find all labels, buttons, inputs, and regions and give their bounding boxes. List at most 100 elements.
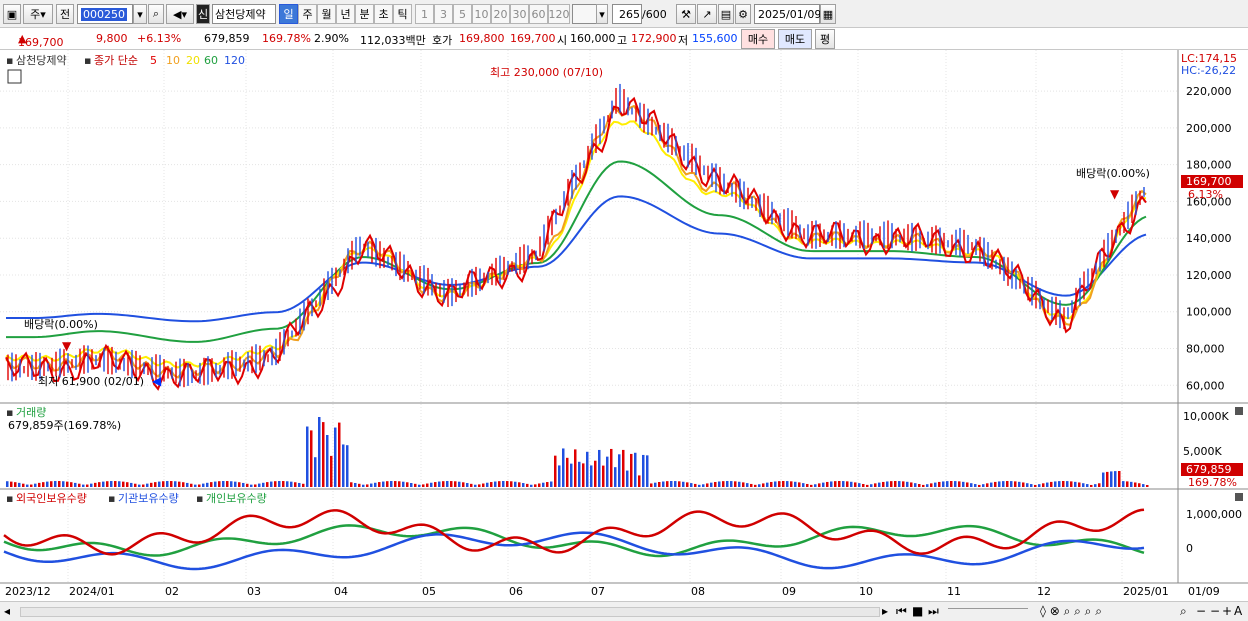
new-badge: 신 — [196, 4, 210, 24]
volume-bar — [310, 430, 313, 487]
volume-bar — [1134, 482, 1137, 487]
volume-bar — [1062, 481, 1065, 487]
volume-bar — [322, 422, 325, 487]
plus-icon[interactable]: + — [1222, 604, 1233, 618]
horizontal-scrollbar[interactable] — [20, 607, 880, 617]
period-tab-3[interactable]: 년 — [336, 4, 355, 24]
volume-bar — [910, 482, 913, 487]
date-input[interactable]: 2025/01/09 — [754, 4, 821, 24]
volume-bar — [1002, 481, 1005, 487]
volume-bar — [918, 484, 921, 487]
volume-bar — [838, 481, 841, 487]
code-dropdown-icon[interactable]: ▾ — [133, 4, 147, 24]
count-input[interactable]: 265 — [612, 4, 642, 24]
volume-bar — [406, 482, 409, 487]
volume-bar — [510, 481, 513, 487]
volume-bar — [578, 461, 581, 487]
price-axis-tick-6: 180,000 — [1186, 159, 1232, 172]
speaker-icon[interactable]: ◀▾ — [166, 4, 194, 24]
volume-bar — [470, 483, 473, 487]
last-icon[interactable]: ⏭ — [928, 604, 939, 618]
interval-tab-10[interactable]: 10 — [472, 4, 491, 24]
volume-bar — [810, 484, 813, 487]
period-tab-0[interactable]: 일 — [279, 4, 298, 24]
interval-tab-3[interactable]: 3 — [434, 4, 453, 24]
font-icon[interactable]: A — [1234, 604, 1243, 618]
volume-bar — [462, 482, 465, 487]
period-tab-6[interactable]: 틱 — [393, 4, 412, 24]
draw-icon[interactable]: ↗ — [697, 4, 717, 24]
volume-bar — [242, 482, 245, 487]
interval-tab-5[interactable]: 5 — [453, 4, 472, 24]
price-axis-tick-2: 100,000 — [1186, 306, 1232, 319]
volume-bar — [658, 482, 661, 487]
volume-bar — [62, 481, 65, 487]
volume-bar — [562, 448, 565, 487]
volume-bar — [694, 483, 697, 487]
calendar-icon[interactable]: ▦ — [820, 4, 836, 24]
volume-axis-10000k: 10,000K — [1183, 410, 1229, 423]
holding-panel-close-icon[interactable] — [1235, 493, 1243, 501]
code-input[interactable]: 000250 — [77, 4, 133, 24]
volume-bar — [726, 481, 729, 487]
volume-bar — [290, 481, 293, 487]
interval-tab-1[interactable]: 1 — [415, 4, 434, 24]
volume-bar — [206, 482, 209, 487]
individual-holding-line — [3, 524, 1145, 558]
tool-icons[interactable]: ◊ ⊗ ⌕ ⌕ ⌕ ⌕ — [1040, 604, 1102, 618]
zoom-out-icon[interactable]: − — [1196, 604, 1207, 618]
period-tab-2[interactable]: 월 — [317, 4, 336, 24]
stock-chart[interactable]: 60,000 80,000 100,000 120,000 140,000 160,000… — [0, 50, 1248, 601]
volume-bar — [614, 467, 617, 487]
volume-bar — [438, 481, 441, 487]
avg-button[interactable]: 평 — [815, 29, 835, 49]
volume-bar — [86, 484, 89, 487]
stop-icon[interactable]: ■ — [912, 604, 924, 618]
interval-tab-20[interactable]: 20 — [491, 4, 510, 24]
volume-bar — [950, 481, 953, 487]
volume-tag — [1181, 463, 1243, 476]
period-tab-4[interactable]: 분 — [355, 4, 374, 24]
sell-button[interactable]: 매도 — [778, 29, 812, 49]
volume-bar — [370, 483, 373, 487]
prev-button[interactable]: 전 — [56, 4, 74, 24]
volume-bar — [646, 455, 649, 487]
minus-icon[interactable]: − — [1210, 604, 1221, 618]
ma-legend-marker: ▪ — [84, 54, 91, 67]
volume-bar — [574, 449, 577, 487]
save-icon[interactable]: ▤ — [718, 4, 734, 24]
layout-icon[interactable]: ▣ — [3, 4, 21, 24]
period-tab-5[interactable]: 초 — [374, 4, 393, 24]
volume-bar — [314, 457, 317, 487]
indicator-icon[interactable]: ⚒ — [676, 4, 696, 24]
period-tab-1[interactable]: 주 — [298, 4, 317, 24]
volume-panel-close-icon[interactable] — [1235, 407, 1243, 415]
volume-bar — [690, 483, 693, 487]
volume-bar — [518, 482, 521, 487]
gear-icon[interactable]: ⚙ — [735, 4, 751, 24]
ma10-legend: 10 — [166, 54, 180, 67]
volume-bar — [258, 483, 261, 487]
volume-bar — [434, 482, 437, 487]
chart-navigation-bar: ◂ ▸ ⏮ ■ ⏭ ◊ ⊗ ⌕ ⌕ ⌕ ⌕ ⌕ − − + A — [0, 601, 1248, 621]
volume-tag-text: 679,859 — [1186, 463, 1232, 476]
type-select[interactable]: 주 ▾ — [23, 4, 53, 24]
volume-bar — [414, 483, 417, 487]
zoom-icon[interactable]: ⌕ — [1180, 604, 1187, 618]
scroll-left-icon[interactable]: ◂ — [4, 604, 11, 618]
interval-tab-30[interactable]: 30 — [510, 4, 529, 24]
volume-bar — [418, 484, 421, 487]
volume-bar — [758, 484, 761, 487]
search-icon[interactable]: ⌕ — [148, 4, 164, 24]
volume-bar — [634, 452, 637, 487]
interval-dropdown-icon[interactable]: ▾ — [596, 4, 608, 24]
open-price: 160,000 — [570, 32, 616, 45]
first-icon[interactable]: ⏮ — [896, 604, 907, 618]
volume-bar — [1118, 471, 1121, 487]
interval-tab-60[interactable]: 60 — [529, 4, 548, 24]
buy-button[interactable]: 매수 — [741, 29, 775, 49]
volume-bar — [382, 481, 385, 487]
zoom-slider[interactable] — [948, 608, 1028, 616]
interval-tab-120[interactable]: 120 — [548, 4, 570, 24]
scroll-right-icon[interactable]: ▸ — [882, 604, 889, 618]
